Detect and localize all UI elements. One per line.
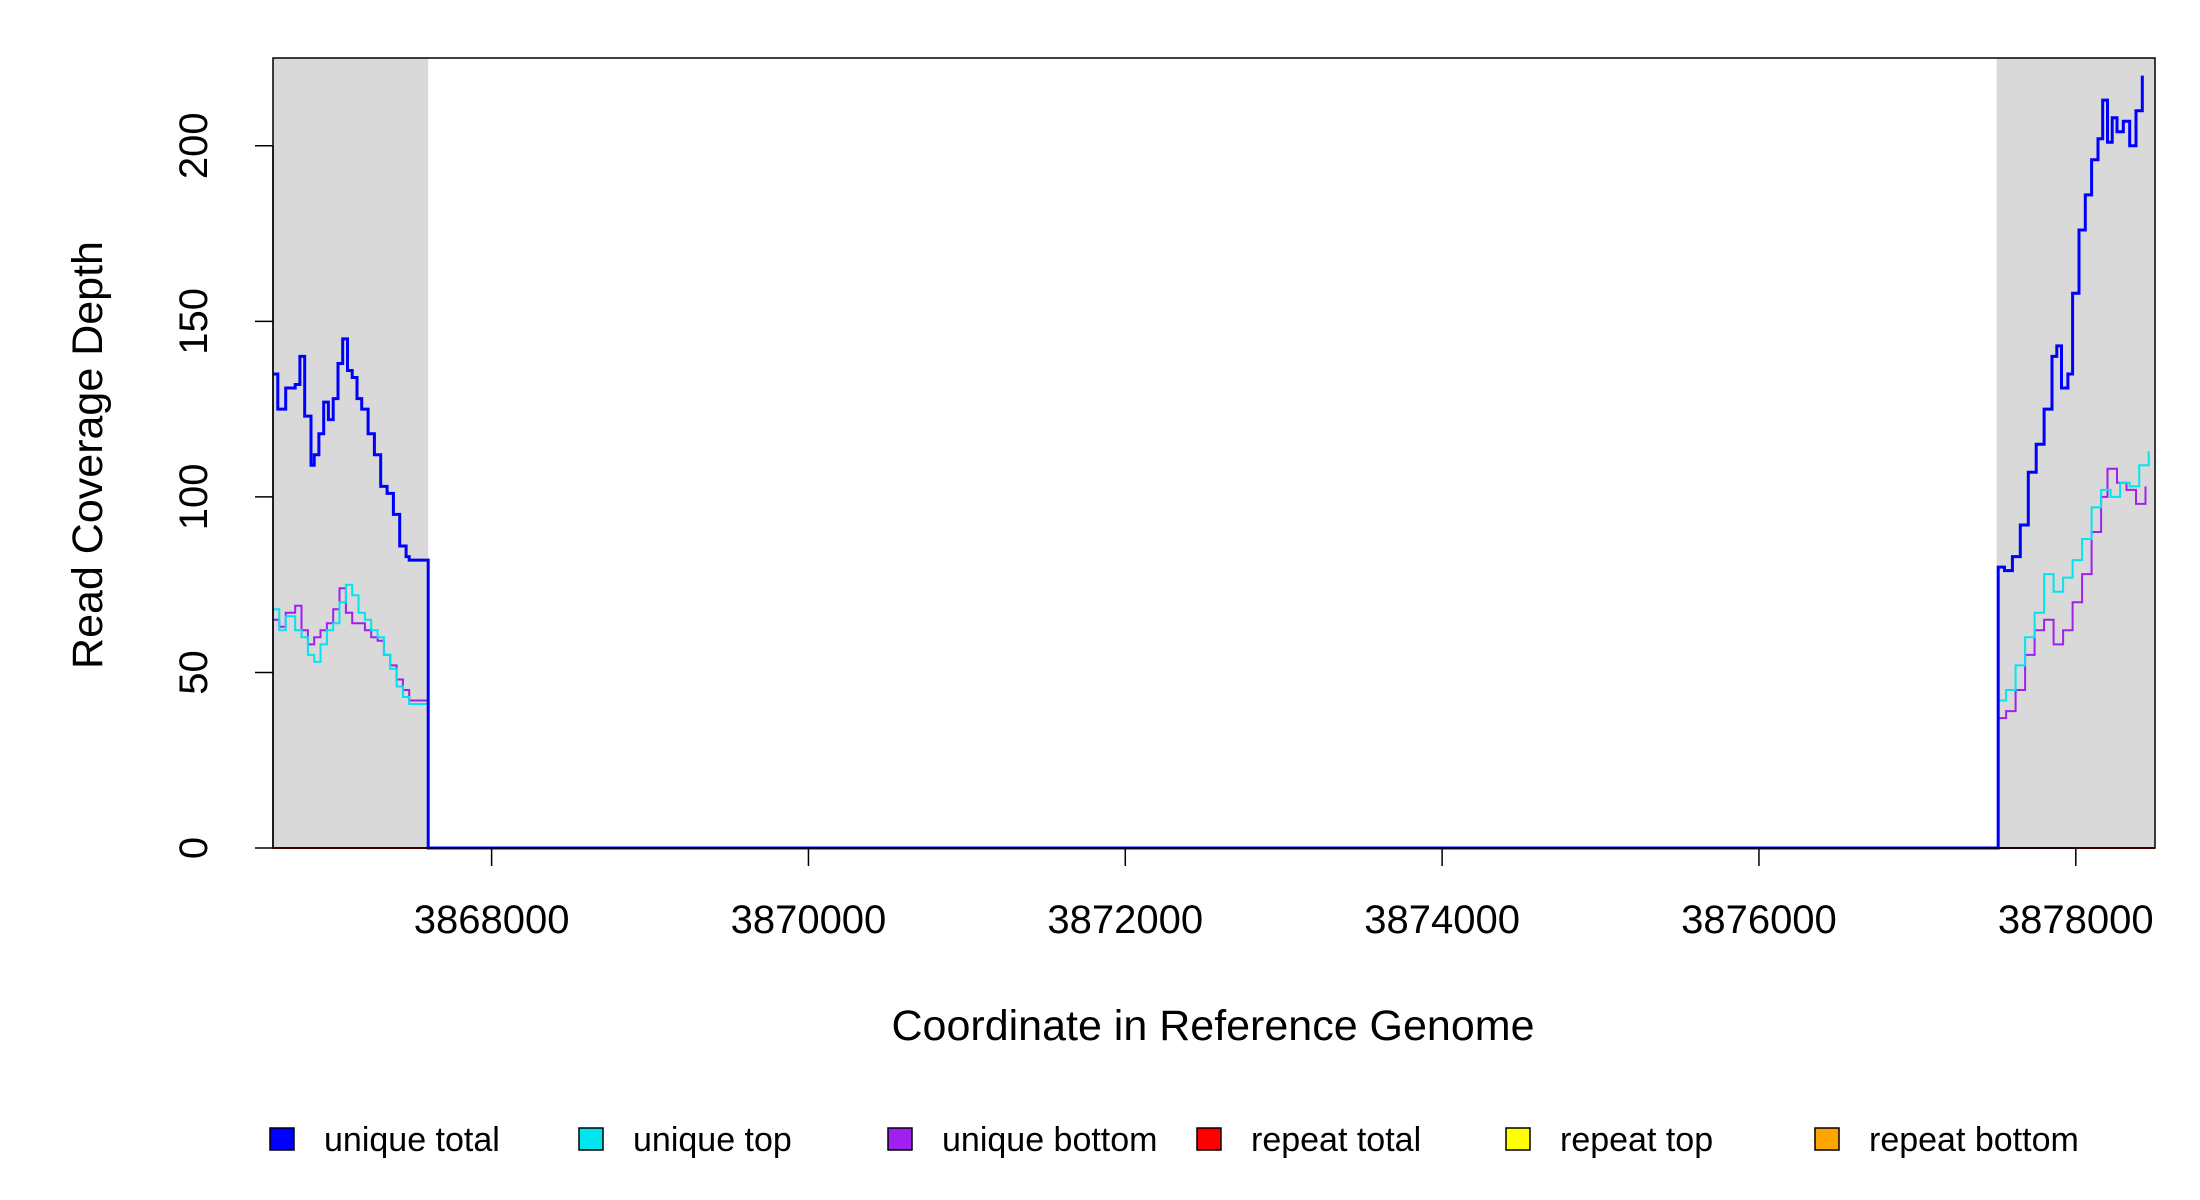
x-tick-label: 3876000 [1681, 898, 1837, 942]
legend-swatch-unique-total [269, 1127, 295, 1151]
x-tick-label: 3872000 [1047, 898, 1203, 942]
x-tick-label: 3878000 [1998, 898, 2154, 942]
legend-label-unique-bottom: unique bottom [942, 1121, 1158, 1159]
legend-swatch-repeat-total [1196, 1127, 1222, 1151]
legend: unique total unique top unique bottom repea… [269, 1121, 2079, 1159]
shaded-region-2 [1996, 58, 2155, 848]
shaded-regions [273, 58, 2155, 848]
y-tick-label: 0 [172, 837, 216, 859]
x-axis-label: Coordinate in Reference Genome [892, 1002, 1535, 1050]
y-axis-label: Read Coverage Depth [64, 241, 112, 669]
x-tick-label: 3874000 [1364, 898, 1520, 942]
x-tick-label: 3870000 [731, 898, 887, 942]
legend-swatch-unique-top [578, 1127, 604, 1151]
legend-swatch-repeat-top [1505, 1127, 1531, 1151]
x-axis: 3868000 3870000 3872000 3874000 3876000 38780… [414, 847, 2154, 942]
series-line-unique-top [273, 451, 2150, 849]
shaded-region-1 [273, 58, 429, 848]
y-tick-label: 50 [172, 650, 216, 695]
legend-swatch-unique-bottom [887, 1127, 913, 1151]
y-axis: 0 50 100 150 200 [172, 112, 274, 859]
legend-label-repeat-bottom: repeat bottom [1869, 1121, 2079, 1159]
legend-swatch-repeat-bottom [1814, 1127, 1840, 1151]
x-tick-label: 3868000 [414, 898, 570, 942]
y-tick-label: 100 [172, 464, 216, 531]
plot-frame [272, 57, 2156, 849]
legend-label-repeat-total: repeat total [1251, 1121, 1421, 1159]
series-line-unique-bottom [273, 467, 2147, 849]
legend-label-repeat-top: repeat top [1560, 1121, 1713, 1159]
series-layer [273, 75, 2155, 850]
y-tick-label: 200 [172, 112, 216, 179]
series-line-unique-total [273, 75, 2144, 850]
legend-label-unique-top: unique top [633, 1121, 792, 1159]
y-tick-label: 150 [172, 288, 216, 355]
legend-label-unique-total: unique total [324, 1121, 500, 1159]
